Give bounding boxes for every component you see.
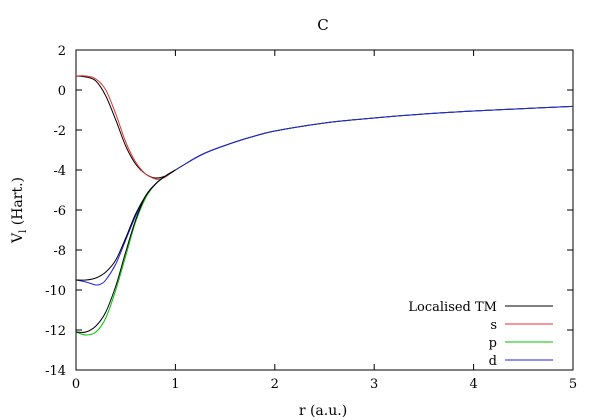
legend-label: s (490, 318, 497, 333)
data-series (75, 75, 574, 336)
y-tick-label: -12 (45, 324, 66, 339)
x-tick-label: 0 (72, 377, 80, 392)
y-label-unit: (Hart.) (10, 177, 26, 230)
x-tick-label: 5 (569, 377, 577, 392)
x-tick-label: 1 (171, 377, 179, 392)
series-line-localised-tm-p-channel (75, 169, 176, 333)
y-tick-label: 2 (58, 44, 66, 59)
legend-label: d (489, 354, 497, 369)
y-label-sub: l (18, 230, 29, 233)
x-tick-label: 3 (370, 377, 378, 392)
y-axis-label: Vl (Hart.) (10, 177, 29, 244)
chart-title: C (317, 16, 328, 34)
legend-label: p (489, 336, 497, 351)
series-line-localised-tm (75, 75, 574, 179)
series-line-localised-tm-d-channel (75, 169, 176, 281)
legend: Localised TM spd (408, 300, 553, 369)
x-tick-label: 2 (271, 377, 279, 392)
y-tick-label: -8 (53, 244, 66, 259)
y-tick-label: -10 (45, 284, 66, 299)
y-tick-label: -14 (45, 364, 66, 379)
x-tick-label: 4 (469, 377, 477, 392)
series-line-p (75, 105, 574, 336)
y-tick-label: 0 (58, 84, 66, 99)
series-line-d (75, 105, 574, 286)
y-label-main: V (10, 232, 26, 244)
plot-frame (75, 49, 574, 371)
y-tick-label: -6 (53, 204, 66, 219)
series-line-s (75, 75, 574, 180)
axis-ticks: 0 1 2 3 4 5 2 0 -2 -4 -6 -8 -10 -12 -14 (45, 44, 577, 392)
x-axis-label: r (a.u.) (299, 403, 347, 419)
legend-label: Localised TM (408, 300, 497, 315)
y-tick-label: -4 (53, 164, 66, 179)
y-tick-label: -2 (53, 124, 66, 139)
